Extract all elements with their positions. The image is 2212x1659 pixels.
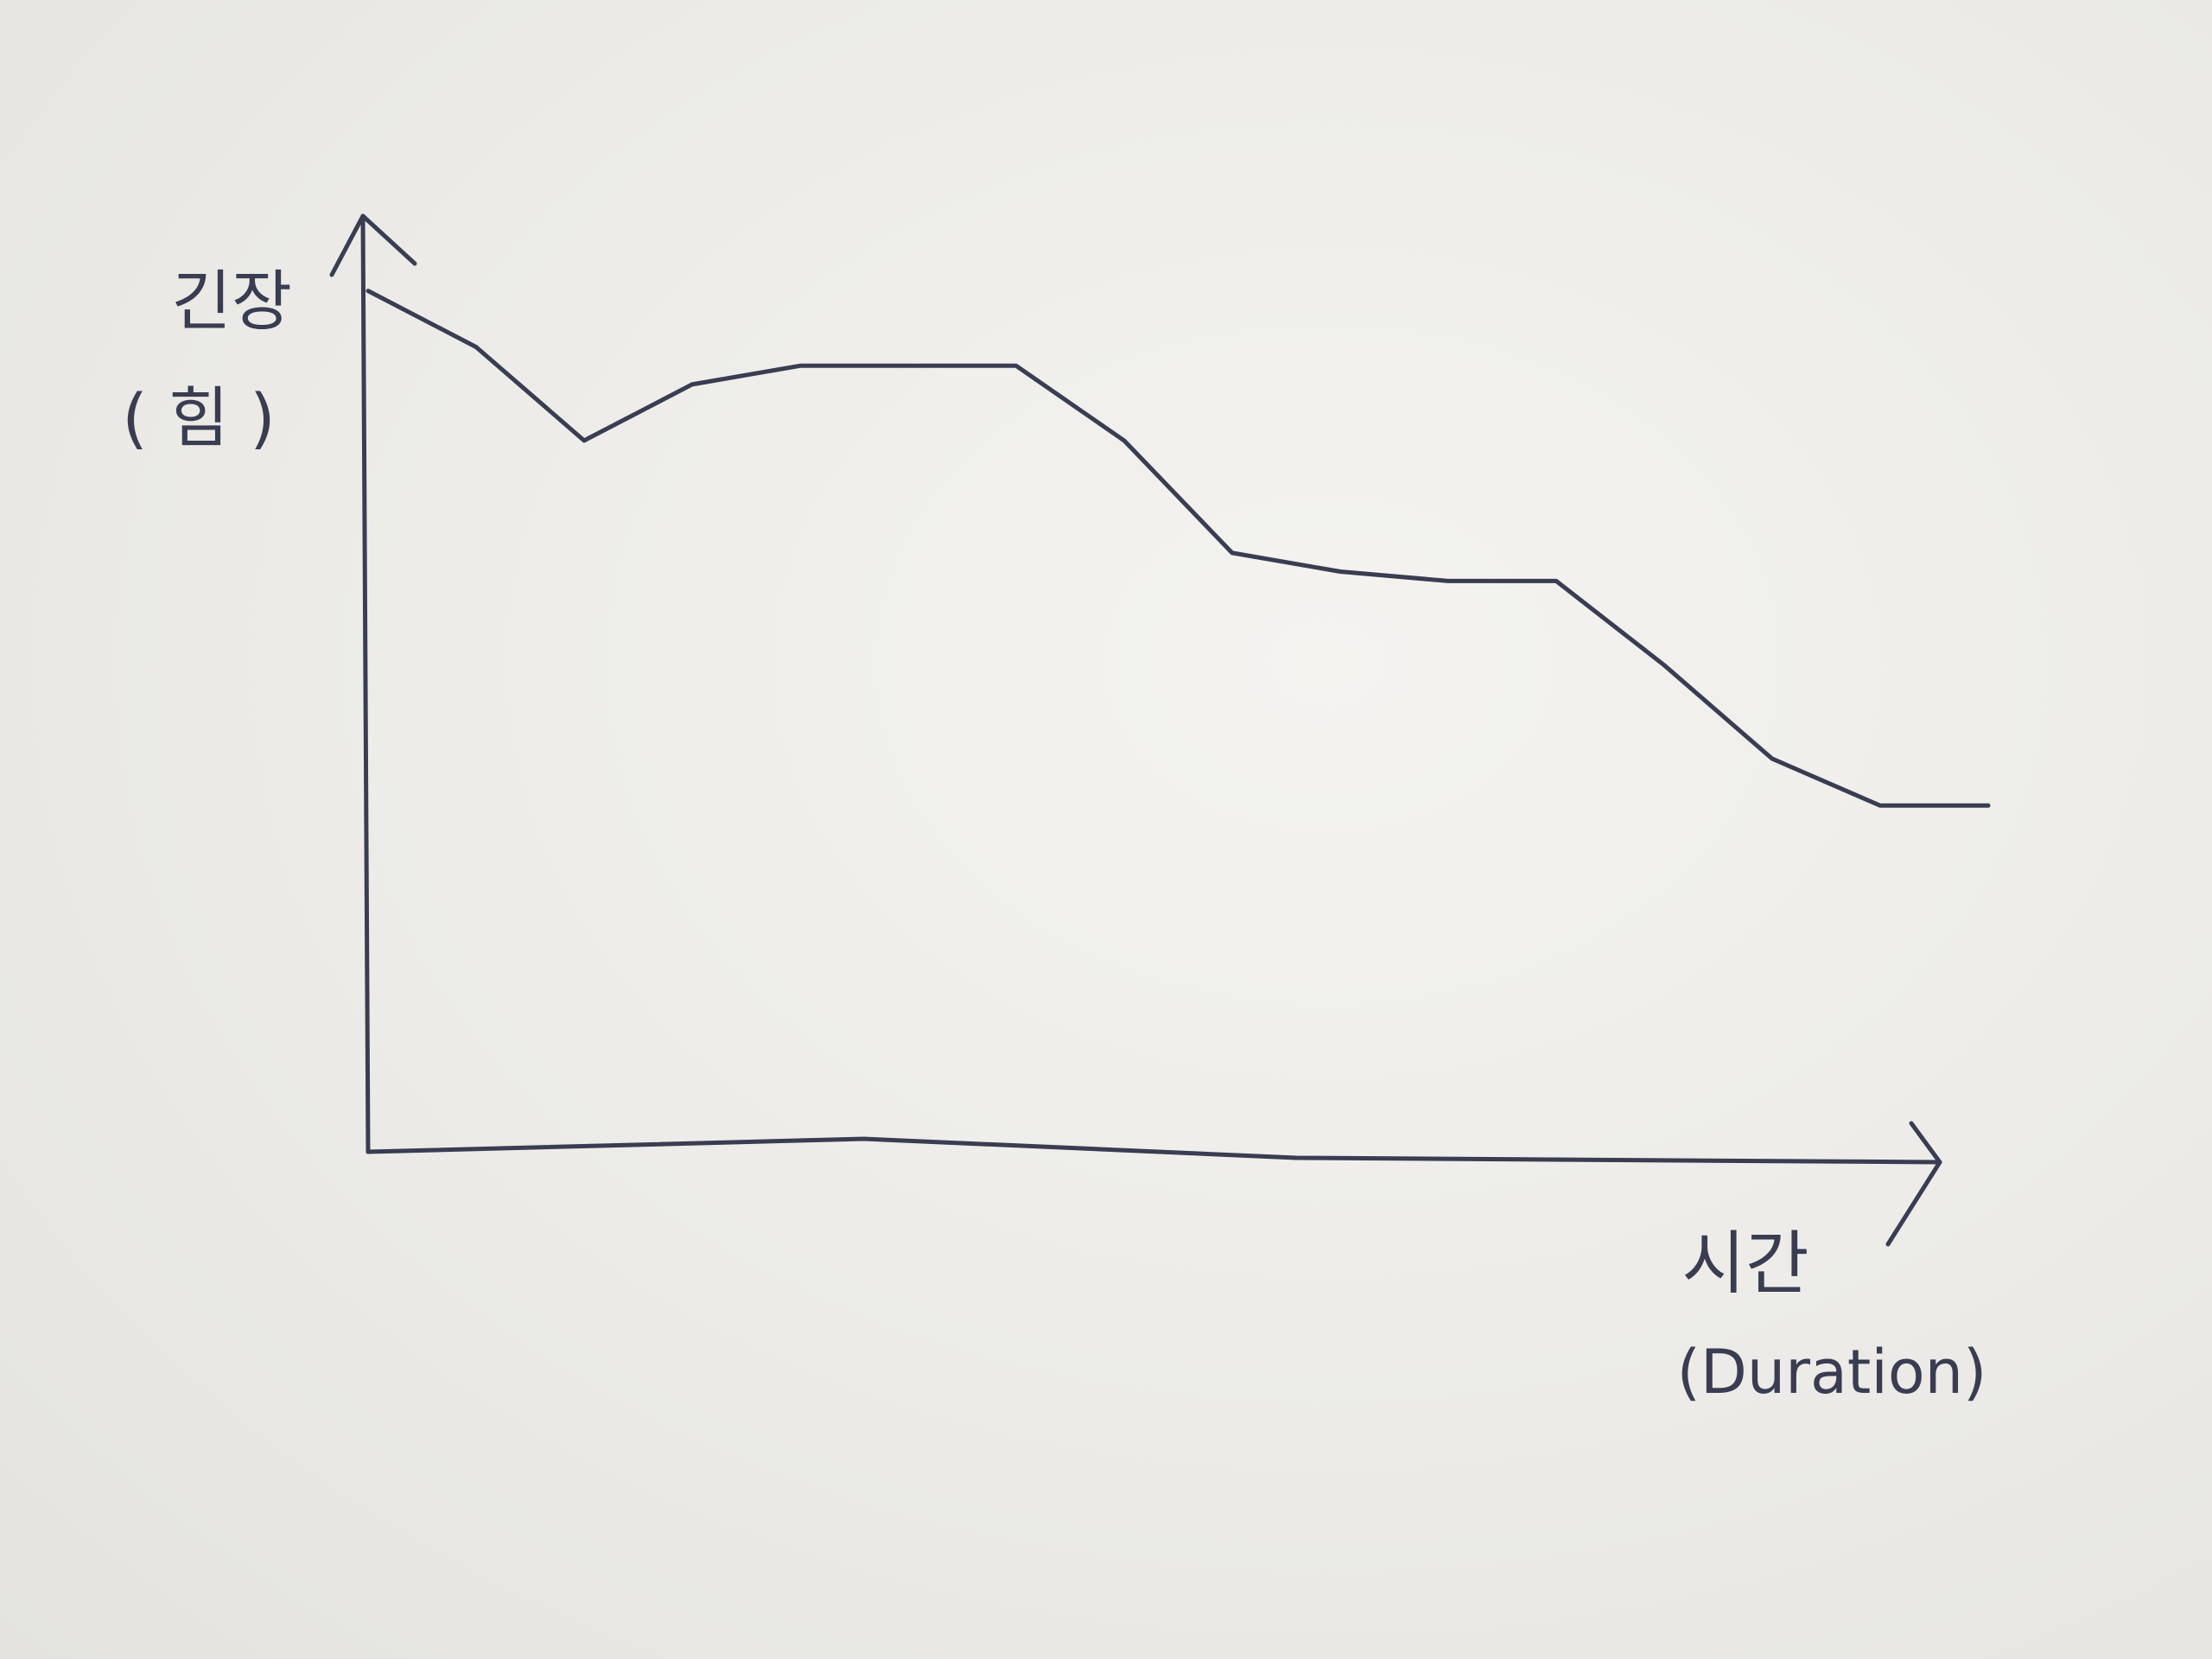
x-axis-sublabel: (Duration): [1677, 1337, 1987, 1408]
chart-axes: [329, 213, 1942, 1247]
x-axis-label: 시간: [1681, 1224, 1808, 1304]
y-axis-arrowhead: [329, 213, 417, 277]
y-axis-label: 긴장: [171, 263, 292, 340]
y-axis-line: [360, 213, 371, 1154]
series-line: [365, 289, 1991, 808]
x-axis-arrowhead: [1885, 1121, 1942, 1247]
data-series: [365, 289, 1991, 808]
y-axis-sublabel: ( 힘 ): [122, 379, 276, 456]
x-axis-line: [365, 1136, 1942, 1165]
